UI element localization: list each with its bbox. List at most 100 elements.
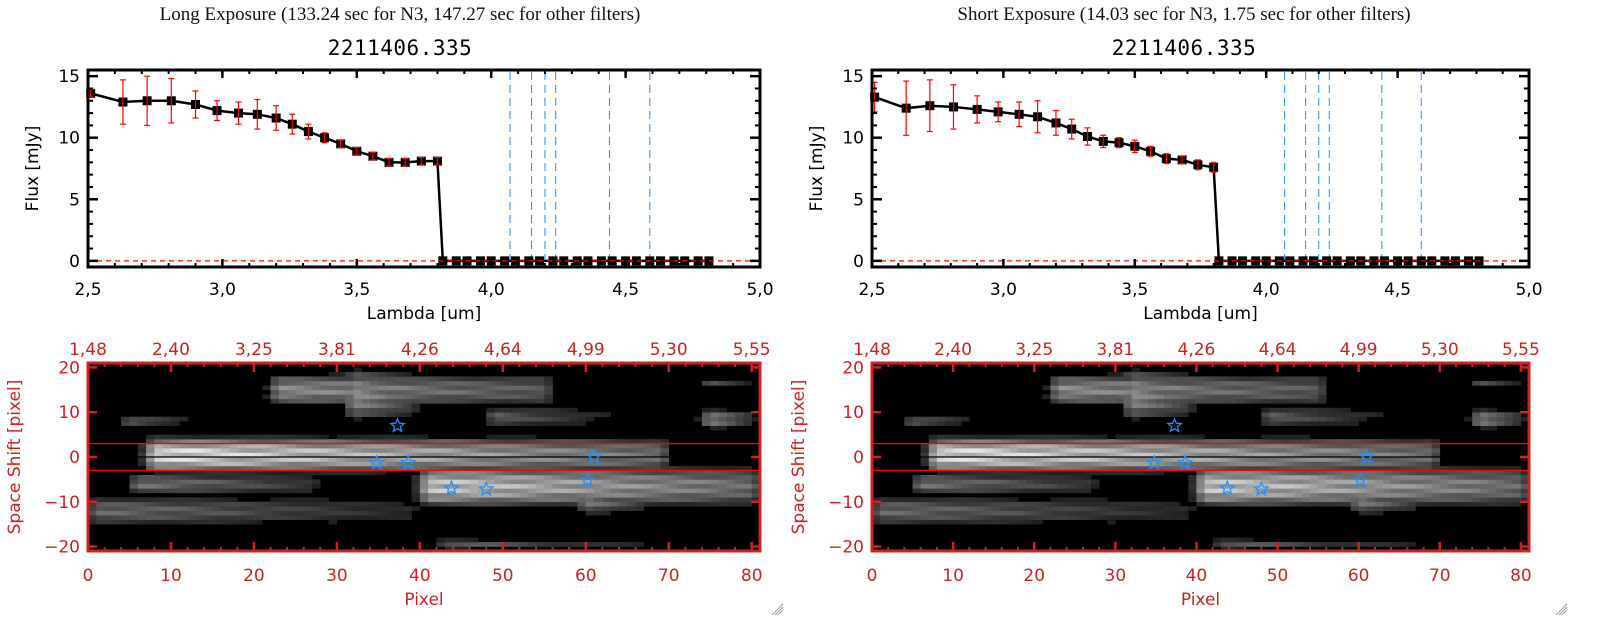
image-pixel: [287, 398, 296, 404]
image-pixel: [394, 510, 404, 516]
image-pixel: [212, 457, 222, 462]
image-pixel: [928, 421, 938, 426]
image-pixel: [295, 461, 305, 467]
image-pixel: [328, 398, 338, 404]
image-pixel: [618, 506, 628, 512]
image-pixel: [1488, 465, 1497, 471]
image-pixel: [1220, 474, 1230, 480]
image-pixel: [1018, 434, 1027, 440]
image-pixel: [1301, 421, 1311, 426]
image-pixel: [303, 461, 313, 467]
image-pixel: [969, 443, 978, 449]
image-pixel: [1423, 457, 1432, 462]
spectrum-line: [90, 92, 709, 263]
image-pixel: [1228, 385, 1238, 391]
image-pixel: [1164, 389, 1173, 395]
image-pixel: [1293, 434, 1303, 440]
image-pixel: [1310, 421, 1319, 426]
resize-grip-icon[interactable]: [1554, 602, 1568, 616]
image-pixel: [179, 519, 188, 525]
image-pixel: [610, 497, 620, 503]
image-pixel: [444, 488, 454, 494]
image-pixel: [1107, 519, 1116, 525]
image-pixel: [1107, 389, 1116, 395]
image-pixel: [610, 452, 620, 458]
image-pixel: [170, 506, 180, 512]
image-pixel: [353, 371, 363, 377]
image-pixel: [336, 398, 346, 404]
image-pixel: [1228, 501, 1238, 507]
image-pixel: [1220, 492, 1230, 498]
image-pixel: [953, 506, 962, 512]
image-pixel: [1399, 492, 1408, 498]
image-pixel: [353, 461, 363, 467]
image-pixel: [1220, 457, 1230, 462]
image-pixel: [403, 506, 412, 512]
image-pixel: [1147, 389, 1157, 395]
image-pixel: [1326, 483, 1335, 489]
image-pixel: [1115, 457, 1124, 462]
image-pixel: [560, 483, 570, 489]
image-pixel: [1188, 439, 1197, 444]
image-pixel: [677, 497, 686, 503]
image-pixel: [1099, 380, 1108, 386]
image-pixel: [544, 385, 553, 391]
image-pixel: [419, 461, 429, 467]
image-pixel: [245, 510, 255, 516]
image-pixel: [146, 465, 155, 471]
image-pixel: [1488, 479, 1497, 485]
image-pixel: [204, 474, 213, 480]
image-pixel: [1383, 457, 1392, 462]
image-pixel: [1115, 380, 1124, 386]
image-pixel: [1001, 457, 1011, 462]
image-pixel: [1342, 421, 1351, 426]
image-pixel: [602, 457, 611, 462]
resize-grip-icon[interactable]: [770, 602, 784, 616]
image-pixel: [701, 492, 711, 498]
image-pixel: [618, 488, 628, 494]
image-pixel: [627, 443, 636, 449]
image-pixel: [353, 394, 363, 400]
image-pixel: [361, 443, 371, 449]
image-pixel: [560, 488, 570, 494]
image-pixel: [162, 457, 172, 462]
image-pixel: [361, 394, 371, 400]
image-pixel: [419, 474, 429, 480]
short-exposure-panel: Short Exposure (14.03 sec for N3, 1.75 s…: [784, 0, 1584, 630]
image-pixel: [602, 492, 611, 498]
image-pixel: [146, 501, 155, 507]
image-pixel: [1488, 407, 1497, 413]
image-pixel: [320, 398, 329, 404]
image-pixel: [1293, 439, 1303, 444]
image-pixel: [253, 461, 263, 467]
image-pixel: [993, 479, 1003, 485]
image-pixel: [1123, 461, 1132, 467]
image-pixel: [985, 501, 994, 507]
image-pixel: [444, 542, 454, 547]
image-pixel: [1155, 385, 1165, 391]
image-pixel: [1439, 492, 1449, 498]
image-pixel: [743, 380, 753, 386]
image-pixel: [1301, 407, 1311, 413]
image-pixel: [187, 515, 197, 520]
image-pixel: [1228, 398, 1238, 404]
image-pixel: [403, 376, 412, 382]
image-pixel: [1131, 394, 1140, 400]
image-pixel: [1431, 443, 1441, 449]
image-pixel: [1188, 492, 1197, 498]
image-pixel: [1212, 376, 1222, 382]
image-pixel: [1196, 385, 1205, 391]
x-tick-label: 3,5: [1121, 280, 1148, 300]
image-pixel: [536, 385, 545, 391]
image-pixel: [1326, 497, 1335, 503]
image-pixel: [129, 501, 139, 507]
image-pixel: [1212, 492, 1222, 498]
image-pixel: [1504, 416, 1514, 422]
image-pixel: [312, 380, 321, 386]
image-pixel: [345, 452, 354, 458]
image-pixel: [969, 448, 978, 453]
image-pixel: [1107, 439, 1116, 444]
image-pixel: [312, 465, 321, 471]
image-pixel: [693, 479, 703, 485]
image-pixel: [977, 483, 986, 489]
